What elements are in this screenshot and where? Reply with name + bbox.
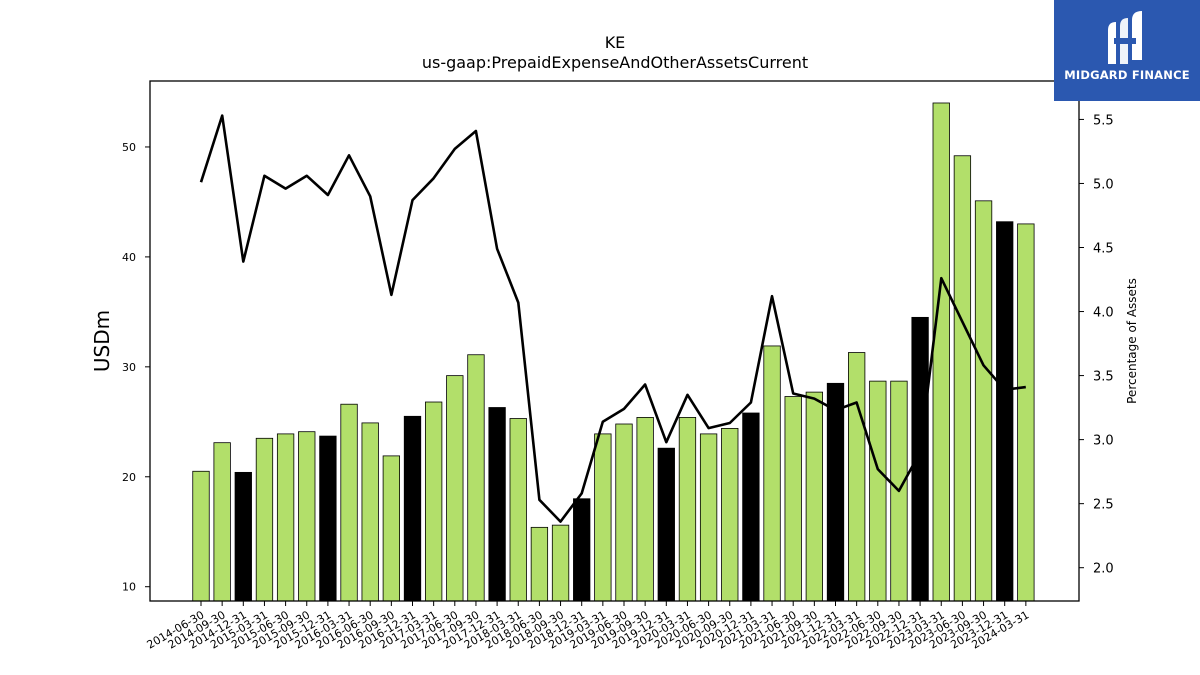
bar-2015-03-31 xyxy=(255,437,274,602)
logo-text: MIDGARD FINANCE xyxy=(1064,68,1190,82)
y-axis-right: 2.0 2.5 3.0 3.5 4.0 4.5 5.0 5.5 xyxy=(1079,113,1114,577)
bar-2020-09-30 xyxy=(721,427,739,602)
y-axis-label: USDm xyxy=(90,310,114,372)
bar-2015-09-30 xyxy=(298,431,316,602)
bar-2020-06-30 xyxy=(699,433,718,602)
x-axis: 2014-06-302014-09-302014-12-312015-03-31… xyxy=(145,601,1031,652)
bar-2016-09-30 xyxy=(382,455,401,602)
bar-2020-03-31 xyxy=(678,417,697,602)
y-tick-label: 30 xyxy=(122,361,136,374)
bar-2023-06-30 xyxy=(953,155,972,602)
bar-2016-12-31 xyxy=(403,415,422,602)
y-axis-left: 10 20 30 40 50 xyxy=(122,141,150,594)
midgard-finance-logo: MIDGARD FINANCE xyxy=(1054,0,1200,101)
chart-title: KE xyxy=(605,33,626,52)
bar-2023-12-31 xyxy=(996,221,1014,602)
bar-2015-06-30 xyxy=(276,433,295,602)
bar-2024-03-31 xyxy=(1017,223,1035,602)
y-tick-label: 50 xyxy=(122,141,136,154)
bar-2014-06-30 xyxy=(192,470,210,602)
y2-tick-label: 3.5 xyxy=(1093,370,1114,385)
bar-2018-03-31 xyxy=(509,418,527,602)
bar-2019-09-30 xyxy=(636,417,654,602)
bar-2021-09-30 xyxy=(805,391,823,602)
bar-2018-09-30 xyxy=(551,524,570,602)
bar-group xyxy=(192,102,1035,602)
y2-tick-label: 3.0 xyxy=(1093,434,1114,449)
bar-2018-12-31 xyxy=(573,498,591,602)
bar-2014-09-30 xyxy=(213,442,231,602)
y-tick-label: 20 xyxy=(122,471,136,484)
y2-tick-label: 4.5 xyxy=(1093,242,1114,257)
bar-2019-06-30 xyxy=(615,423,633,602)
y2-tick-label: 5.5 xyxy=(1093,113,1114,128)
bar-2017-03-31 xyxy=(424,401,443,602)
y2-axis-label: Percentage of Assets xyxy=(1125,278,1139,404)
y2-tick-label: 2.5 xyxy=(1093,498,1114,513)
bar-2015-12-31 xyxy=(319,435,337,602)
bar-2021-03-31 xyxy=(763,345,781,602)
midgard-logo-icon xyxy=(1108,11,1142,64)
bar-2022-03-31 xyxy=(848,352,866,602)
y2-tick-label: 5.0 xyxy=(1093,177,1114,192)
bar-2017-06-30 xyxy=(446,375,464,602)
bar-2023-03-31 xyxy=(932,102,950,602)
bar-2017-09-30 xyxy=(467,354,485,602)
bar-2023-09-30 xyxy=(974,200,993,602)
bar-2020-12-31 xyxy=(742,412,760,602)
bar-2016-03-31 xyxy=(340,403,358,602)
line-group xyxy=(199,114,1026,523)
bar-2019-12-31 xyxy=(657,447,675,602)
bar-2019-03-31 xyxy=(594,433,612,602)
chart-subtitle: us-gaap:PrepaidExpenseAndOtherAssetsCurr… xyxy=(422,53,808,72)
bar-2021-06-30 xyxy=(784,396,802,602)
y-tick-label: 40 xyxy=(122,251,136,264)
percentage-line xyxy=(199,114,1026,523)
bar-2022-06-30 xyxy=(869,380,887,602)
bar-2016-06-30 xyxy=(361,422,379,602)
bar-2017-12-31 xyxy=(488,407,506,602)
y2-tick-label: 4.0 xyxy=(1093,306,1114,321)
plot-frame xyxy=(149,80,1080,602)
y2-tick-label: 2.0 xyxy=(1093,562,1114,577)
y-tick-label: 10 xyxy=(122,581,136,594)
bar-2014-12-31 xyxy=(234,471,252,602)
bar-2022-12-31 xyxy=(911,316,929,602)
bar-2021-12-31 xyxy=(826,382,845,602)
bar-2018-06-30 xyxy=(530,526,549,602)
